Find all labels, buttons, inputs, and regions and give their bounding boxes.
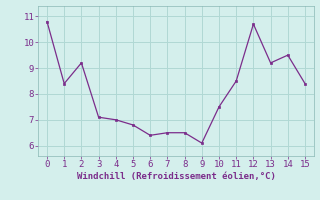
X-axis label: Windchill (Refroidissement éolien,°C): Windchill (Refroidissement éolien,°C): [76, 172, 276, 181]
